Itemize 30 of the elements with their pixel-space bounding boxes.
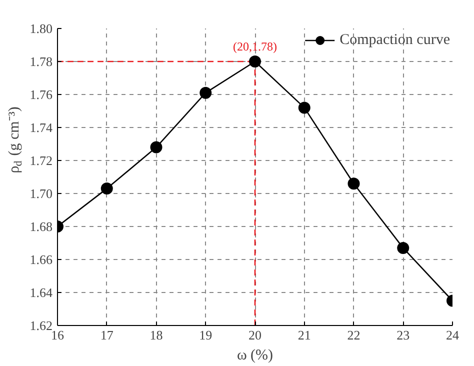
x-tick-label: 20: [248, 328, 262, 342]
y-tick-label: 1.78: [30, 54, 52, 69]
y-tick-label: 1.64: [30, 285, 53, 300]
annotation: (20,1.78): [233, 40, 278, 54]
x-tick-label: 17: [100, 328, 114, 342]
point: [298, 102, 310, 114]
x-tick-label: 18: [150, 328, 163, 342]
x-tick-label: 21: [298, 328, 311, 342]
y-axis-title: ρd (g cm⁻³): [6, 106, 24, 174]
y-tick-label: 1.74: [30, 120, 53, 135]
point: [348, 178, 360, 190]
y-tick-label: 1.70: [30, 186, 52, 201]
x-tick-label: 16: [51, 328, 64, 342]
y-tick-label: 1.76: [30, 87, 53, 102]
x-tick-label: 22: [347, 328, 360, 342]
x-tick-label: 23: [396, 328, 410, 342]
y-tick-label: 1.80: [30, 21, 52, 36]
point: [249, 56, 261, 68]
y-tick-label: 1.66: [30, 252, 53, 267]
point: [200, 86, 212, 99]
y-tick-label: 1.68: [30, 219, 52, 234]
point: [397, 242, 410, 254]
x-axis-title: ω (%): [236, 348, 274, 364]
point: [150, 141, 162, 154]
x-tick-label: 19: [199, 328, 212, 342]
x-tick-label: 24: [446, 328, 460, 342]
y-tick-label: 1.62: [30, 318, 52, 333]
y-tick-label: 1.72: [30, 153, 52, 168]
legend-label: Compaction curve: [340, 32, 450, 48]
point: [100, 182, 113, 195]
